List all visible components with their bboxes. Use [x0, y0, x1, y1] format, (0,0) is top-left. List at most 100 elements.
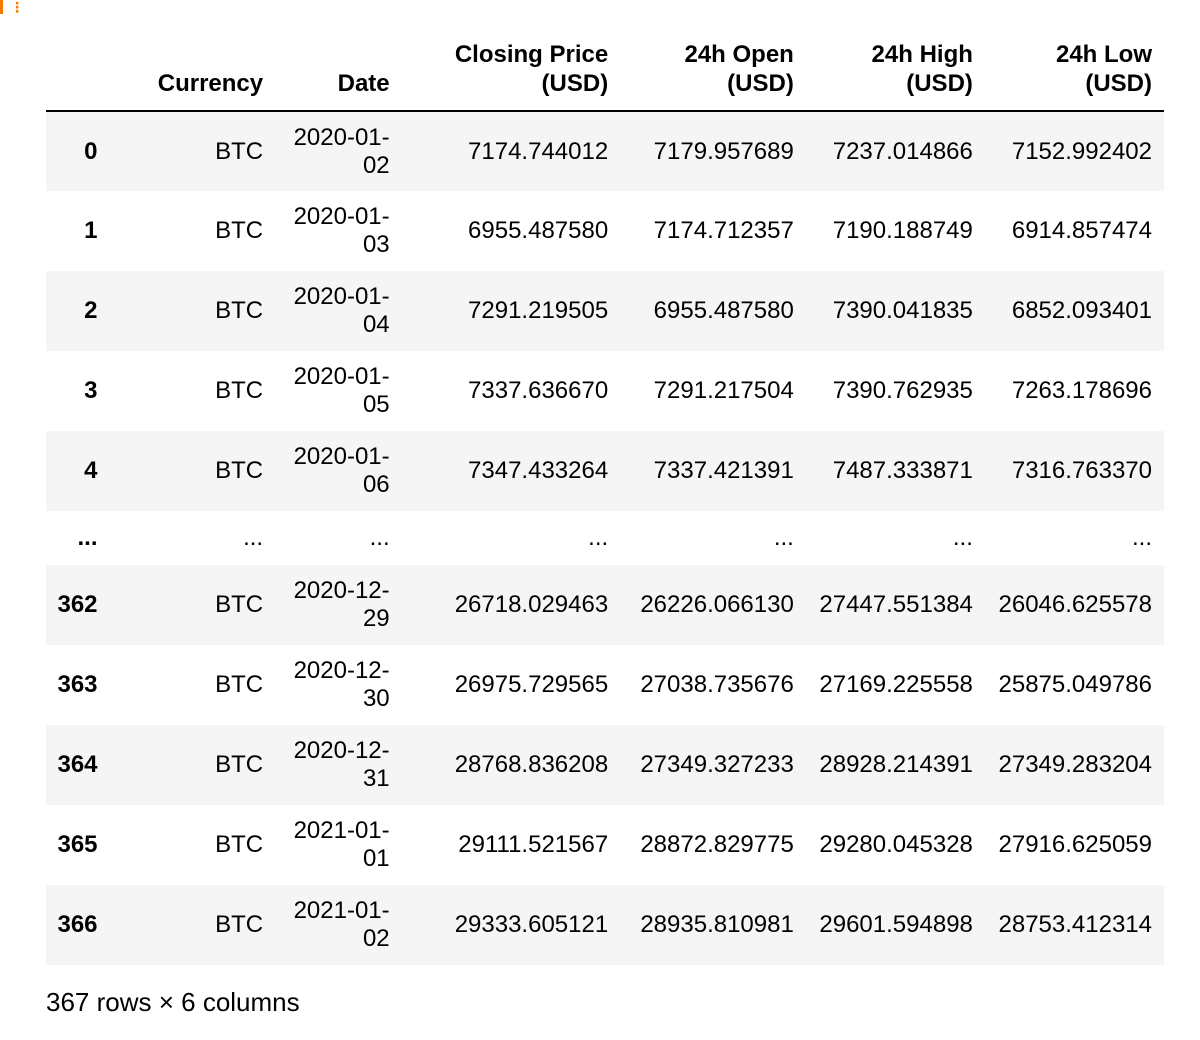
cell-date: 2021-01- 02	[275, 885, 402, 965]
cell-24h-open: 27349.327233	[620, 725, 806, 805]
cell-date: 2020-01- 02	[275, 111, 402, 191]
cell-currency: BTC	[215, 831, 264, 858]
cell-date: ...	[275, 511, 402, 565]
header-24h-low-line-1: 24h Low	[1055, 41, 1152, 68]
cell-date: 2020-01- 06	[275, 431, 402, 511]
cell-currency: BTC	[215, 671, 264, 698]
header-row: Currency Date Closing Price (USD) 24h Op…	[46, 18, 1164, 112]
dataframe-shape-note: 367 rows × 6 columns	[46, 987, 300, 1017]
header-24h-high-line-1: 24h High	[871, 41, 973, 68]
row-index: 1	[84, 217, 98, 244]
cell-currency: BTC	[215, 377, 264, 404]
cell-date-part: 2020-01-	[293, 363, 390, 390]
table-row: 1 BTC 2020-01- 03 6955.487580 7174.712357 7190…	[46, 191, 1164, 271]
cell-date-part: 2020-12-	[293, 737, 390, 764]
cell-closing-price: 28768.836208	[401, 725, 621, 805]
cell-24h-low: 7316.763370	[984, 431, 1164, 511]
cell-date-part: 2021-01-	[293, 897, 390, 924]
header-closing-price-line-2: (USD)	[541, 70, 609, 97]
cell-24h-high: 7237.014866	[805, 111, 985, 191]
cell-24h-high: 7390.762935	[832, 377, 973, 404]
cell-24h-high: 27169.225558	[819, 671, 973, 698]
cell-24h-low: 6852.093401	[984, 271, 1164, 351]
cell-24h-open: 26226.066130	[620, 565, 806, 645]
cell-date-part: 05	[362, 391, 390, 418]
table-row: 362 BTC 2020-12- 29 26718.029463 26226.066130…	[46, 565, 1164, 645]
cell-date-part: 30	[362, 685, 390, 712]
cell-currency: BTC	[109, 271, 276, 351]
cell-24h-high: ...	[952, 524, 973, 551]
header-24h-high-line-2: (USD)	[906, 70, 973, 97]
dataframe-output: Currency Date Closing Price (USD) 24h Op…	[46, 18, 1164, 965]
cell-date: 2020-01- 04	[275, 271, 402, 351]
cell-date-part: 2020-12-	[293, 657, 390, 684]
cell-24h-open: ...	[773, 524, 794, 551]
table-row: 364 BTC 2020-12- 31 28768.836208 27349.327233…	[46, 725, 1164, 805]
cell-24h-low: 7152.992402	[984, 111, 1164, 191]
cell-24h-low: 27349.283204	[984, 725, 1164, 805]
row-index: 4	[46, 431, 110, 511]
cell-currency: BTC	[109, 111, 276, 191]
cell-24h-low: ...	[1131, 524, 1152, 551]
cell-currency: BTC	[109, 565, 276, 645]
cell-24h-open: 28872.829775	[640, 831, 794, 858]
cell-date-part: 01	[362, 845, 390, 872]
row-index: 363	[57, 671, 98, 698]
cell-24h-open: 7337.421391	[620, 431, 806, 511]
cell-date-part: 2020-01-	[293, 203, 390, 230]
cell-24h-low: 27916.625059	[998, 831, 1153, 858]
cell-24h-low: 26046.625578	[984, 565, 1164, 645]
cell-date-part: 02	[362, 925, 390, 952]
cell-24h-high: 29601.594898	[805, 885, 985, 965]
cell-closing-price: 29333.605121	[401, 885, 621, 965]
cell-date-part: 06	[362, 471, 390, 498]
cell-closing-price: 26718.029463	[401, 565, 621, 645]
cell-currency: BTC	[215, 217, 264, 244]
cell-24h-high: 7190.188749	[832, 217, 973, 244]
table-row: 366 BTC 2021-01- 02 29333.605121 28935.810981…	[46, 885, 1164, 965]
cell-closing-price: ...	[588, 524, 609, 551]
row-index: ...	[77, 524, 98, 551]
cell-active-marker[interactable]: ⋮	[0, 0, 24, 24]
cell-24h-low: 6914.857474	[1011, 217, 1152, 244]
cell-24h-open: 7179.957689	[620, 111, 806, 191]
cell-24h-open: 27038.735676	[640, 671, 794, 698]
cell-date: 2021-01- 01	[275, 805, 402, 885]
cell-date-part: 29	[362, 605, 390, 632]
cell-date-part: 31	[362, 765, 390, 792]
cell-date-part: 2020-01-	[293, 283, 390, 310]
header-closing-price: Closing Price (USD)	[401, 18, 621, 112]
cell-currency: BTC	[109, 431, 276, 511]
cell-menu-icon[interactable]: ⋮	[10, 0, 24, 15]
cell-closing-price: 7337.636670	[468, 377, 609, 404]
cell-date-part: 2021-01-	[293, 817, 390, 844]
cell-24h-low: 7263.178696	[1011, 377, 1152, 404]
cell-24h-high: 27447.551384	[805, 565, 985, 645]
cell-currency: BTC	[109, 885, 276, 965]
cell-date: 2020-01- 03	[275, 191, 402, 271]
cell-24h-high: 7487.333871	[805, 431, 985, 511]
cell-date-part: 2020-12-	[293, 577, 390, 604]
row-index: 3	[84, 377, 98, 404]
header-24h-open-line-2: (USD)	[727, 70, 794, 97]
cell-24h-high: 7390.041835	[805, 271, 985, 351]
header-24h-low: 24h Low (USD)	[984, 18, 1164, 112]
cell-date: 2020-01- 05	[275, 351, 402, 431]
cell-closing-price: 29111.521567	[458, 831, 609, 858]
row-index: 362	[46, 565, 110, 645]
cell-date: 2020-12- 31	[275, 725, 402, 805]
row-index: 2	[46, 271, 110, 351]
cell-closing-price: 6955.487580	[468, 217, 609, 244]
header-currency: Currency	[109, 18, 276, 112]
header-closing-price-line-1: Closing Price	[454, 41, 609, 68]
row-index: 364	[46, 725, 110, 805]
cell-24h-open: 7174.712357	[653, 217, 794, 244]
header-24h-low-line-2: (USD)	[1085, 70, 1152, 97]
cell-closing-price: 26975.729565	[454, 671, 609, 698]
cell-24h-low: 25875.049786	[998, 671, 1153, 698]
cell-24h-low: 28753.412314	[984, 885, 1164, 965]
table-row: 365 BTC 2021-01- 01 29111.521567 28872.829775…	[46, 805, 1164, 885]
row-index: 366	[46, 885, 110, 965]
header-date: Date	[275, 18, 402, 112]
table-row: 363 BTC 2020-12- 30 26975.729565 27038.735676…	[46, 645, 1164, 725]
